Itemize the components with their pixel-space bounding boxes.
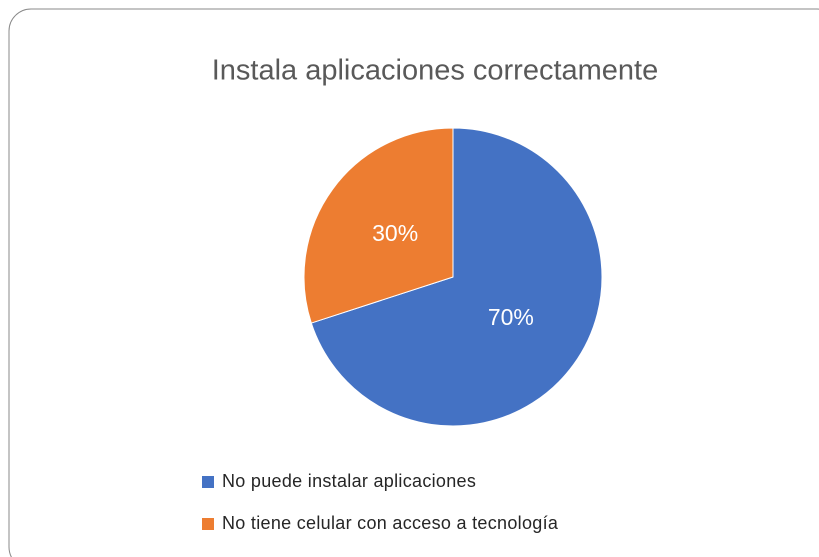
chart-title: Instala aplicaciones correctamente — [212, 55, 659, 87]
legend-label: No puede instalar aplicaciones — [222, 471, 476, 491]
data-label: 70% — [488, 304, 534, 330]
pie-slice — [303, 127, 454, 324]
legend-label: No tiene celular con acceso a tecnología — [222, 513, 559, 533]
data-label: 30% — [372, 220, 418, 246]
legend-swatch — [202, 518, 214, 530]
legend-swatch — [202, 476, 214, 488]
pie-slice — [310, 127, 603, 427]
